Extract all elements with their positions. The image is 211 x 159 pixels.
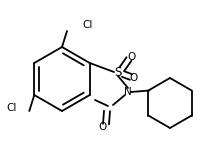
Text: O: O <box>99 122 107 132</box>
Text: N: N <box>124 87 132 97</box>
Text: Cl: Cl <box>7 103 17 113</box>
Text: Cl: Cl <box>83 20 93 30</box>
Text: O: O <box>128 52 136 62</box>
Text: O: O <box>130 73 138 83</box>
Text: S: S <box>114 66 122 79</box>
